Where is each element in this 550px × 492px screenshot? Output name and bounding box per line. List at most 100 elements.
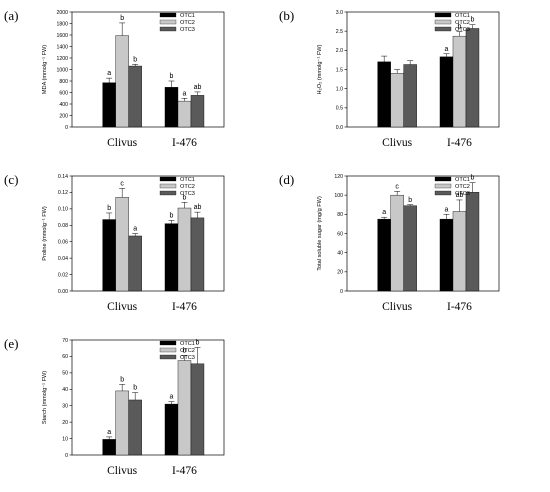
bar-otc3-0 xyxy=(403,64,417,128)
bar-otc3-1 xyxy=(465,192,480,292)
significance-letter: c xyxy=(395,183,399,190)
legend-label: OTC3 xyxy=(180,355,195,361)
significance-letter: a xyxy=(445,206,449,213)
significance-letter: a xyxy=(445,46,449,53)
y-tick-label: 20 xyxy=(62,420,68,426)
bar-otc3-1 xyxy=(465,28,480,128)
significance-letter: b xyxy=(133,385,137,392)
category-label: Clivus xyxy=(382,137,413,149)
y-tick-label: 400 xyxy=(59,102,68,108)
panel-label: (e) xyxy=(4,336,18,351)
bar-otc1-1 xyxy=(439,218,454,292)
y-axis-label: H₂O₂ (mmolg⁻¹ FW) xyxy=(317,44,323,94)
bar-otc1-0 xyxy=(377,218,391,292)
significance-letter: ab xyxy=(194,204,202,211)
legend-label: OTC1 xyxy=(180,341,195,347)
y-tick-label: 0.02 xyxy=(58,272,68,278)
significance-letter: b xyxy=(471,17,475,24)
bar-otc2-0 xyxy=(115,197,129,292)
y-tick-label: 0.08 xyxy=(58,223,68,229)
y-tick-label: 100 xyxy=(334,193,343,199)
y-axis-label: Proline (mmolg⁻¹ FW) xyxy=(42,206,48,261)
category-label: I-476 xyxy=(172,465,197,477)
significance-letter: b xyxy=(458,24,462,31)
y-tick-label: 40 xyxy=(337,250,343,256)
legend-swatch-otc2 xyxy=(434,183,452,189)
legend-label: OTC1 xyxy=(180,177,195,183)
bar-otc3-1 xyxy=(190,95,205,128)
y-tick-label: 80 xyxy=(337,212,343,218)
chart-panel-d: (d) 0 20 40 60 80 100 120 Total soluble sugar (m… xyxy=(279,172,500,313)
bar-otc1-0 xyxy=(102,439,116,456)
panel-label: (b) xyxy=(279,8,294,23)
significance-letter: b xyxy=(133,56,137,63)
y-tick-label: 600 xyxy=(59,90,68,96)
bar-otc3-0 xyxy=(403,205,417,292)
y-tick-label: 2000 xyxy=(56,10,68,16)
significance-letter: b xyxy=(471,175,475,182)
bar-otc1-1 xyxy=(164,223,179,292)
bar-otc3-0 xyxy=(128,235,142,292)
y-axis-label: Starch (mmolg⁻¹ FW) xyxy=(42,371,48,424)
category-label: Clivus xyxy=(382,301,413,313)
y-tick-label: 3.0 xyxy=(336,10,343,16)
significance-letter: b xyxy=(183,194,187,201)
y-tick-label: 0.10 xyxy=(58,207,68,213)
legend-label: OTC2 xyxy=(455,184,470,190)
legend-swatch-otc3 xyxy=(159,190,177,196)
y-tick-label: 0.14 xyxy=(58,174,68,180)
y-tick-label: 50 xyxy=(62,371,68,377)
bar-otc2-0 xyxy=(115,390,129,456)
significance-letter: b xyxy=(408,197,412,204)
significance-letter: b xyxy=(120,15,124,22)
bar-otc2-0 xyxy=(115,35,129,128)
significance-letter: a xyxy=(107,429,111,436)
legend-label: OTC2 xyxy=(180,20,195,26)
significance-letter: b xyxy=(120,376,124,383)
bar-otc1-0 xyxy=(102,82,116,128)
legend-label: OTC2 xyxy=(455,20,470,26)
panel-label: (d) xyxy=(279,172,294,187)
y-tick-label: 70 xyxy=(62,338,68,344)
legend-label: OTC1 xyxy=(455,13,470,19)
bar-otc1-0 xyxy=(377,61,391,128)
significance-letter: b xyxy=(107,205,111,212)
significance-letter: c xyxy=(120,180,124,187)
bar-otc3-0 xyxy=(128,65,142,128)
y-tick-label: 800 xyxy=(59,79,68,85)
y-tick-label: 2.0 xyxy=(336,48,343,54)
y-tick-label: 0.5 xyxy=(336,106,343,112)
y-tick-label: 0 xyxy=(65,125,68,131)
bar-otc1-1 xyxy=(439,56,454,128)
y-tick-label: 40 xyxy=(62,387,68,393)
significance-letter: a xyxy=(107,70,111,77)
y-tick-label: 200 xyxy=(59,113,68,119)
significance-letter: b xyxy=(170,73,174,80)
significance-letter: a xyxy=(133,226,137,233)
bar-otc1-0 xyxy=(102,219,116,292)
category-label: I-476 xyxy=(172,301,197,313)
y-tick-label: 1.5 xyxy=(336,67,343,73)
panel-label: (a) xyxy=(4,8,18,23)
legend-swatch-otc1 xyxy=(434,12,452,18)
legend-swatch-otc1 xyxy=(159,12,177,18)
y-tick-label: 0 xyxy=(65,453,68,459)
category-label: Clivus xyxy=(107,137,138,149)
legend-swatch-otc2 xyxy=(159,183,177,189)
significance-letter: a xyxy=(170,394,174,401)
legend-label: OTC2 xyxy=(180,348,195,354)
bar-otc2-1 xyxy=(177,207,192,292)
significance-letter: a xyxy=(183,90,187,97)
y-tick-label: 30 xyxy=(62,404,68,410)
y-tick-label: 0.0 xyxy=(336,125,343,131)
legend-swatch-otc3 xyxy=(434,26,452,32)
bar-otc2-0 xyxy=(390,194,404,292)
y-tick-label: 60 xyxy=(337,231,343,237)
y-axis-label: MDA (mmolg⁻¹ FW) xyxy=(42,45,48,94)
y-tick-label: 1400 xyxy=(56,44,68,50)
significance-letter: b xyxy=(196,339,200,346)
y-tick-label: 10 xyxy=(62,436,68,442)
legend-label: OTC2 xyxy=(180,184,195,190)
y-tick-label: 1.0 xyxy=(336,86,343,92)
category-label: Clivus xyxy=(107,301,138,313)
